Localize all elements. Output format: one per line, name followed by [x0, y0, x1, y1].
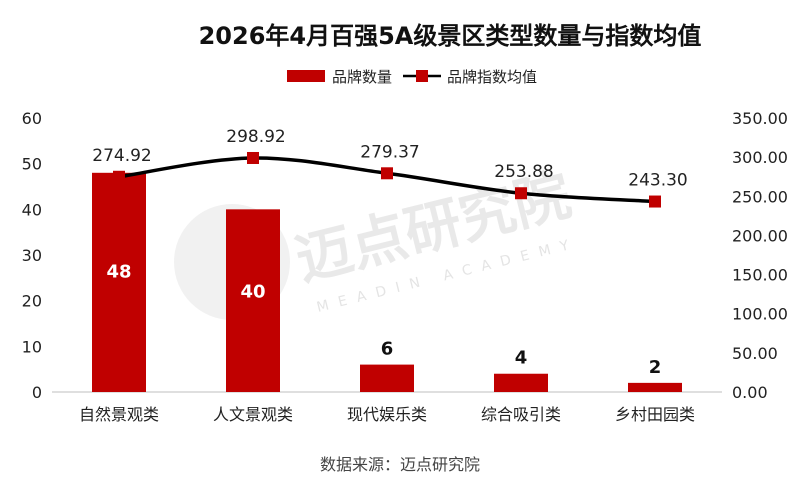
- chart-title: 2026年4月百强5A级景区类型数量与指数均值: [199, 22, 702, 50]
- y-right-tick-label: 0.00: [732, 383, 768, 402]
- line-value-label: 274.92: [92, 146, 151, 166]
- right-axis: 0.00 50.00 100.00 150.00 200.00 250.00 300.00 3…: [732, 109, 788, 402]
- legend-bar-swatch: [287, 70, 325, 82]
- category-label: 人文景观类: [213, 405, 293, 424]
- legend-line-marker: [416, 70, 428, 82]
- line-marker: [649, 195, 661, 208]
- legend-bar-label: 品牌数量: [332, 68, 392, 86]
- category-axis: 自然景观类 人文景观类 现代娱乐类 综合吸引类 乡村田园类: [79, 405, 695, 424]
- bar: [494, 373, 548, 392]
- y-right-tick-label: 50.00: [732, 344, 778, 363]
- line-marker: [113, 170, 125, 183]
- category-label: 自然景观类: [79, 405, 159, 424]
- line-value-label: 253.88: [494, 162, 553, 182]
- bar-value-label: 40: [240, 282, 265, 303]
- y-left-tick-label: 40: [22, 200, 42, 219]
- bar-value-label: 2: [649, 357, 662, 378]
- category-label: 现代娱乐类: [347, 405, 427, 424]
- bar-value-label: 4: [515, 348, 528, 369]
- y-right-tick-label: 100.00: [732, 305, 788, 324]
- line-value-label: 243.30: [628, 171, 687, 191]
- bar-value-label: 48: [106, 261, 131, 282]
- y-right-tick-label: 200.00: [732, 226, 788, 245]
- line-value-label: 298.92: [226, 127, 285, 147]
- line-marker: [515, 187, 527, 200]
- index-line: [118, 156, 656, 204]
- y-left-tick-label: 0: [32, 383, 42, 402]
- bar: [360, 364, 414, 392]
- y-right-tick-label: 350.00: [732, 109, 788, 128]
- bar: [92, 172, 146, 392]
- y-left-tick-label: 20: [22, 292, 42, 311]
- bar-series: 48 40 6 4 2: [92, 172, 682, 392]
- line-value-label: 279.37: [360, 142, 419, 162]
- bar-value-label: 6: [381, 339, 394, 360]
- legend: 品牌数量 品牌指数均值: [287, 68, 537, 86]
- y-right-tick-label: 300.00: [732, 148, 788, 167]
- source-note: 数据来源：迈点研究院: [320, 455, 480, 474]
- category-label: 乡村田园类: [615, 405, 695, 424]
- y-left-tick-label: 30: [22, 246, 42, 265]
- bar: [226, 209, 280, 392]
- legend-line-label: 品牌指数均值: [447, 68, 537, 86]
- category-label: 综合吸引类: [481, 405, 561, 424]
- bar: [628, 382, 682, 392]
- line-marker: [381, 167, 393, 180]
- y-left-tick-label: 60: [22, 109, 42, 128]
- line-marker: [247, 151, 259, 164]
- y-right-tick-label: 150.00: [732, 266, 788, 285]
- left-axis: 0 10 20 30 40 50 60: [22, 109, 42, 402]
- y-left-tick-label: 50: [22, 155, 42, 174]
- y-left-tick-label: 10: [22, 337, 42, 356]
- line-series: 274.92 298.92 279.37 253.88 243.30: [92, 127, 688, 208]
- y-right-tick-label: 250.00: [732, 187, 788, 206]
